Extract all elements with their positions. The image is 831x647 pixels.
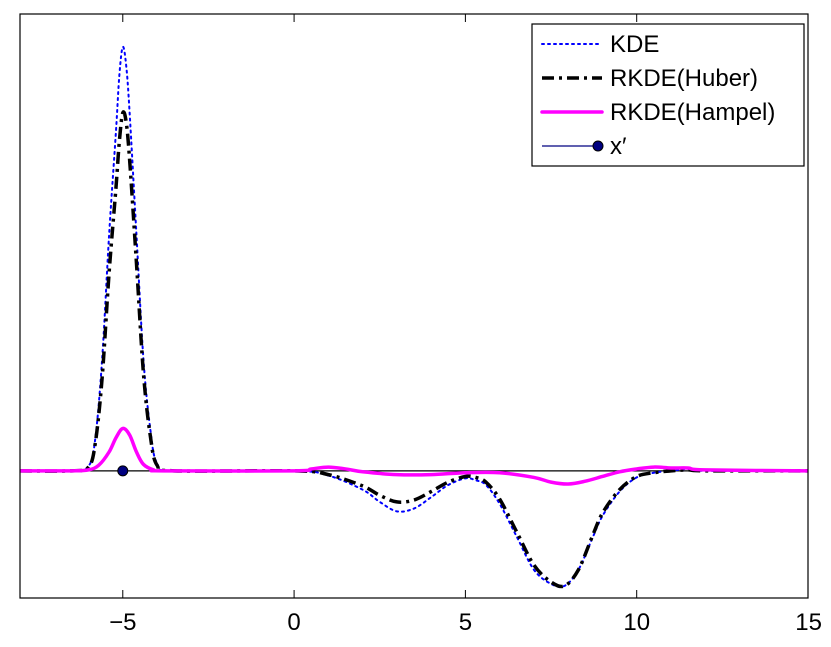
series-line-rkde-hampel [20, 426, 808, 486]
legend-swatch-point-marker [592, 140, 604, 152]
legend-label-2: RKDE(Huber) [610, 65, 758, 92]
x-tick-label: 10 [623, 609, 650, 636]
legend-box [531, 23, 805, 167]
x-tick-label: 0 [287, 609, 300, 636]
legend-label-4: x′ [610, 133, 627, 160]
plot-area [20, 45, 808, 589]
point-marker-x-prime [117, 465, 129, 477]
x-tick-label: 5 [459, 609, 472, 636]
series-line-rkde-huber [20, 110, 808, 589]
series-line-kde [20, 45, 808, 588]
legend-label-3: RKDE(Hampel) [610, 99, 775, 126]
axes-box [19, 13, 809, 599]
x-tick-label: −5 [109, 609, 136, 636]
x-tick-label: 15 [795, 609, 822, 636]
axes: −5 0 5 10 15 [19, 13, 822, 636]
legend: KDE RKDE(Huber) RKDE(Hampel) x′ [531, 23, 805, 167]
legend-label-1: KDE [610, 31, 659, 58]
